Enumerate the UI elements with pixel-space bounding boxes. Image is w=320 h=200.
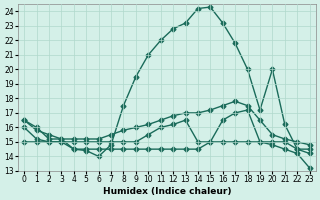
X-axis label: Humidex (Indice chaleur): Humidex (Indice chaleur) — [103, 187, 231, 196]
